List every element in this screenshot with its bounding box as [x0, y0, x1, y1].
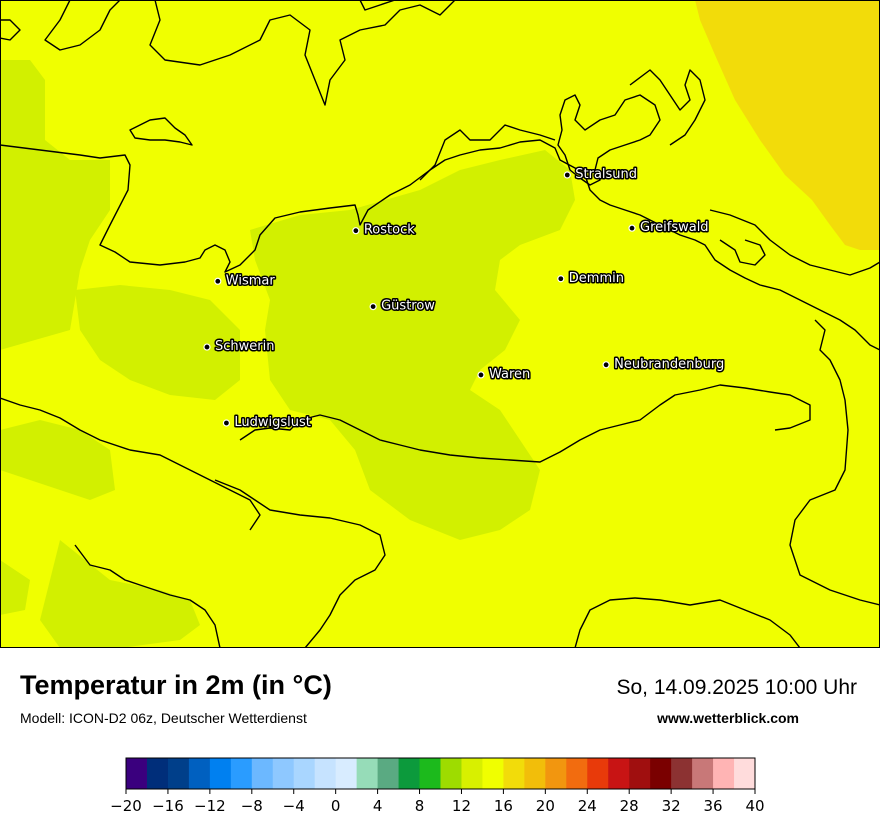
- temperature-map: Stralsund Rostock Greifswald Wismar Demmin Gü…: [0, 0, 880, 648]
- legend-swatch: [692, 758, 714, 789]
- city-label: Greifswald: [640, 220, 709, 235]
- legend-swatch: [671, 758, 693, 789]
- legend-tick-label: 40: [745, 797, 764, 815]
- legend-swatch: [713, 758, 735, 789]
- legend-swatch: [314, 758, 337, 789]
- legend-swatch: [188, 758, 211, 789]
- legend-swatch: [566, 758, 588, 789]
- legend-ticks: −20 −16 −12 −8 −4 0 4 8 12 16 20 24 28 32 36 40: [110, 789, 765, 815]
- legend-tick-label: 4: [373, 797, 383, 815]
- coastlines-and-borders: [0, 0, 880, 648]
- city-marker: Wismar: [214, 272, 277, 290]
- city-label: Wismar: [226, 273, 276, 288]
- legend-tick-label: −4: [283, 797, 305, 815]
- legend-swatch: [440, 758, 462, 789]
- city-dot: [602, 361, 610, 369]
- city-marker: Waren: [477, 365, 532, 383]
- legend-swatches: [125, 757, 756, 790]
- city-marker: Schwerin: [203, 338, 276, 356]
- city-dot: [352, 227, 360, 235]
- city-label: Schwerin: [215, 339, 274, 354]
- legend-swatch: [419, 758, 441, 789]
- city-dot: [222, 419, 231, 427]
- city-dot: [477, 371, 485, 379]
- legend-tick-label: 28: [620, 797, 639, 815]
- legend-tick-label: 16: [494, 797, 513, 815]
- legend-swatch: [650, 758, 672, 789]
- legend-swatch: [335, 758, 358, 789]
- city-marker: Güstrow: [369, 297, 437, 315]
- legend-tick-label: 8: [415, 797, 425, 815]
- legend-swatch: [587, 758, 609, 789]
- legend-swatch: [209, 758, 232, 789]
- city-marker: Greifswald: [628, 219, 710, 237]
- model-info: Modell: ICON-D2 06z, Deutscher Wetterdie…: [20, 710, 307, 726]
- legend-swatch: [167, 758, 190, 789]
- city-label: Neubrandenburg: [614, 357, 724, 372]
- legend-tick-label: 12: [452, 797, 471, 815]
- legend-tick-label: 24: [578, 797, 597, 815]
- legend-tick-label: 32: [662, 797, 681, 815]
- legend-swatch: [608, 758, 630, 789]
- city-marker: Stralsund: [563, 166, 639, 184]
- map-title: Temperatur in 2m (in °C): [20, 670, 332, 700]
- city-dot: [628, 224, 636, 232]
- legend-swatch: [482, 758, 504, 789]
- legend-tick-label: 20: [536, 797, 555, 815]
- temperature-field-cool-zones: [0, 60, 575, 648]
- legend-tick-label: −12: [194, 797, 226, 815]
- legend-swatch: [461, 758, 483, 789]
- city-dot: [214, 277, 222, 285]
- legend-swatch: [146, 758, 169, 789]
- city-label: Demmin: [569, 271, 624, 286]
- city-dot: [203, 343, 211, 351]
- legend-swatch: [126, 758, 148, 789]
- legend-swatch: [629, 758, 651, 789]
- city-dot: [369, 302, 377, 311]
- legend-swatch: [545, 758, 567, 789]
- legend-frame: [125, 757, 756, 790]
- city-marker: Neubrandenburg: [602, 355, 726, 373]
- city-marker: Rostock: [352, 221, 417, 239]
- legend-swatch: [356, 758, 379, 789]
- legend-tick-label: −16: [152, 797, 184, 815]
- legend-tick-label: 0: [331, 797, 341, 815]
- legend-tick-label: −8: [241, 797, 263, 815]
- color-legend: −20 −16 −12 −8 −4 0 4 8 12 16 20 24 28 32 36 40: [110, 757, 765, 815]
- city-label: Stralsund: [575, 167, 637, 182]
- legend-swatch: [734, 758, 756, 789]
- legend-tick-label: −20: [110, 797, 142, 815]
- city-marker: Demmin: [557, 269, 625, 287]
- forecast-datetime: So, 14.09.2025 10:00 Uhr: [616, 676, 857, 699]
- temperature-field-warm-zone: [695, 0, 880, 250]
- legend-swatch: [230, 758, 253, 789]
- city-dot: [557, 275, 565, 283]
- city-dot: [563, 171, 571, 179]
- legend-swatch: [293, 758, 316, 789]
- city-label: Güstrow: [381, 299, 435, 314]
- legend-swatch: [251, 758, 274, 789]
- city-label: Ludwigslust: [234, 415, 311, 430]
- legend-swatch: [524, 758, 546, 789]
- legend-swatch: [377, 758, 400, 789]
- legend-swatch: [503, 758, 525, 789]
- legend-tick-label: 36: [704, 797, 723, 815]
- legend-swatch: [398, 758, 421, 789]
- city-label: Waren: [489, 367, 530, 382]
- legend-swatch: [272, 758, 295, 789]
- city-markers: Stralsund Rostock Greifswald Wismar Demmin Gü…: [203, 166, 726, 432]
- city-marker: Ludwigslust: [222, 414, 312, 432]
- website-link[interactable]: www.wetterblick.com: [657, 710, 799, 726]
- city-label: Rostock: [364, 223, 415, 238]
